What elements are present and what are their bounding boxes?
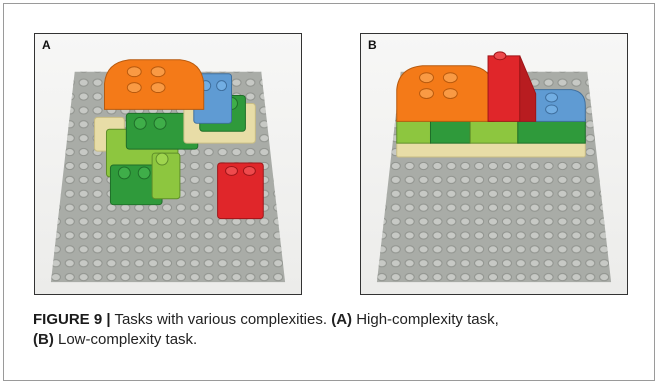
caption-ref-b: (B) bbox=[33, 331, 54, 348]
red-brick bbox=[487, 55, 521, 122]
caption-text-2: High-complexity task, bbox=[356, 311, 499, 328]
figure-caption: FIGURE 9 | Tasks with various complexiti… bbox=[33, 310, 633, 350]
low-complexity-task-photo bbox=[361, 34, 627, 294]
panel-b-label: B bbox=[368, 38, 377, 52]
panel-b-photo: B bbox=[360, 33, 628, 295]
panel-a-label: A bbox=[42, 38, 51, 52]
high-complexity-task-photo bbox=[35, 34, 301, 294]
figure-number: FIGURE 9 | bbox=[33, 311, 111, 328]
caption-text-3: Low-complexity task. bbox=[58, 331, 198, 348]
caption-ref-a: (A) bbox=[331, 311, 353, 328]
figure-frame: A bbox=[3, 3, 655, 381]
panel-a-photo: A bbox=[34, 33, 302, 295]
caption-text-1: Tasks with various complexities. bbox=[114, 311, 328, 328]
red-brick bbox=[217, 162, 264, 220]
